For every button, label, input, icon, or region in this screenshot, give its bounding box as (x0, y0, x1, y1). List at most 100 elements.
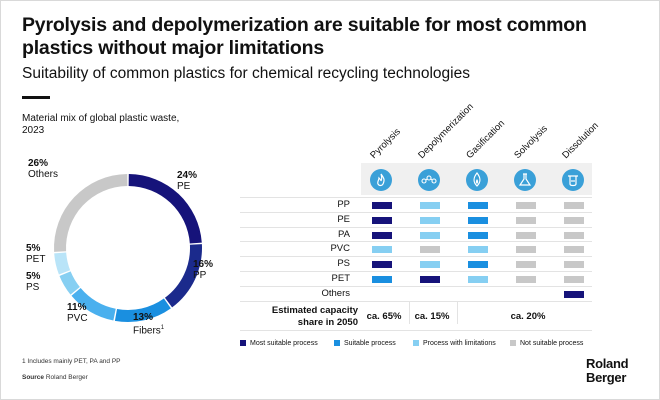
gas-flame-icon (466, 169, 488, 191)
capacity-divider (409, 302, 410, 324)
cell-pvc-solvolysis (516, 246, 536, 254)
page-subtitle: Suitability of common plastics for chemi… (22, 65, 470, 82)
legend-swatch (413, 340, 419, 347)
donut-label-name: PP (193, 270, 207, 281)
roland-berger-logo: Roland Berger (586, 356, 629, 385)
molecule-icon (418, 169, 440, 191)
legend-not-suitable: Not suitable process (510, 340, 583, 347)
cell-pp-dissolution (564, 202, 584, 209)
legend-limitations: Process with limitations (413, 340, 496, 347)
legend-most-suitable: Most suitable process (240, 340, 318, 347)
donut-chart-title: Material mix of global plastic waste, 20… (22, 113, 180, 136)
cell-pp-gasification (468, 202, 488, 209)
legend-label: Not suitable process (520, 340, 584, 347)
footnote: 1 Includes mainly PET, PA and PP (22, 358, 121, 365)
source-line: Source Roland Berger (22, 374, 88, 381)
capacity-pyrolysis: ca. 65% (366, 311, 402, 322)
donut-slice-pp (164, 244, 202, 308)
logo-line2: Berger (586, 370, 627, 385)
donut-label-pct: 5% (26, 243, 41, 254)
cell-pa-gasification (468, 231, 488, 239)
row-label-ps: PS (337, 258, 350, 270)
row-divider (240, 285, 592, 287)
donut-slice-fibers (114, 298, 171, 322)
flask-icon (514, 169, 536, 191)
cell-pe-gasification (468, 216, 488, 224)
cell-pvc-gasification (468, 246, 488, 254)
legend-label: Most suitable process (250, 340, 318, 347)
row-label-pp: PP (337, 199, 350, 210)
cell-pvc-pyrolysis (372, 246, 392, 254)
cell-others-dissolution (564, 290, 584, 298)
cell-pet-solvolysis (516, 276, 536, 283)
donut-label-pct: 24% (177, 170, 198, 181)
cell-pe-pyrolysis (372, 216, 392, 224)
legend-label: Process with limitations (423, 340, 496, 347)
legend-swatch (510, 340, 516, 347)
row-divider (240, 256, 592, 258)
donut-slice-ps (59, 271, 80, 295)
row-label-pe: PE (337, 213, 350, 225)
cell-ps-solvolysis (516, 261, 536, 269)
donut-label-ps: 5% PS (26, 271, 40, 293)
donut-label-pct: 16% (193, 259, 214, 270)
donut-label-name: PVC (67, 313, 88, 324)
row-divider (240, 226, 592, 228)
row-divider (240, 330, 592, 331)
donut-label-pe: 24% PE (177, 170, 197, 192)
cell-pvc-depolymerization (420, 246, 440, 254)
cell-pet-gasification (468, 276, 488, 283)
legend-suitable: Suitable process (334, 340, 396, 347)
row-label-pa: PA (338, 228, 350, 240)
cell-pe-dissolution (564, 216, 584, 224)
cell-pp-pyrolysis (372, 202, 392, 209)
legend-label: Suitable process (344, 340, 396, 347)
row-divider (240, 197, 592, 198)
footnote-marker: 1 (160, 325, 165, 331)
donut-label-pet: 5% PET (26, 243, 45, 265)
cell-pet-pyrolysis (372, 276, 392, 283)
donut-slice-pet (54, 252, 71, 275)
capacity-depolymerization: ca. 15% (414, 311, 450, 322)
cell-pa-depolymerization (420, 231, 440, 239)
capacity-other-technologies: ca. 20% (510, 311, 546, 322)
cell-pa-dissolution (564, 231, 584, 239)
donut-label-pct: 11% (67, 302, 87, 313)
donut-label-name: PS (26, 282, 40, 293)
beaker-icon (562, 169, 584, 191)
cell-ps-gasification (468, 261, 488, 269)
page-title: Pyrolysis and depolymerization are suita… (22, 14, 587, 59)
title-divider (22, 96, 50, 99)
legend-swatch (240, 340, 246, 347)
cell-ps-dissolution (564, 261, 584, 269)
row-label-pvc: PVC (330, 243, 350, 255)
row-divider (240, 211, 592, 213)
flame-icon (370, 169, 392, 191)
donut-label-name: PE (177, 181, 191, 192)
donut-slice-others (53, 174, 128, 252)
cell-pe-depolymerization (420, 216, 440, 224)
cell-ps-pyrolysis (372, 261, 392, 269)
capacity-label: Estimated capacity share in 2050 (271, 305, 358, 328)
cell-pe-solvolysis (516, 216, 536, 224)
legend-swatch (334, 340, 340, 347)
logo-line1: Roland (586, 356, 629, 371)
donut-slice-pe (128, 174, 202, 244)
row-divider (240, 300, 592, 302)
capacity-divider (457, 302, 458, 324)
donut-label-pp: 16% PP (193, 259, 213, 281)
donut-label-others: 26% Others (28, 158, 58, 180)
source-label: Source (22, 374, 45, 381)
row-divider (240, 241, 592, 243)
cell-pet-depolymerization (420, 276, 440, 283)
cell-ps-depolymerization (420, 261, 440, 269)
cell-pp-solvolysis (516, 202, 536, 209)
cell-pvc-dissolution (564, 246, 584, 254)
donut-label-pct: 26% (28, 158, 49, 169)
cell-pa-solvolysis (516, 231, 536, 239)
donut-label-pvc: 11% PVC (67, 302, 88, 324)
donut-label-name: Fibers (133, 325, 161, 337)
donut-label-name: PET (26, 254, 46, 265)
donut-label-fibers: 13% Fibers1 (133, 312, 164, 336)
